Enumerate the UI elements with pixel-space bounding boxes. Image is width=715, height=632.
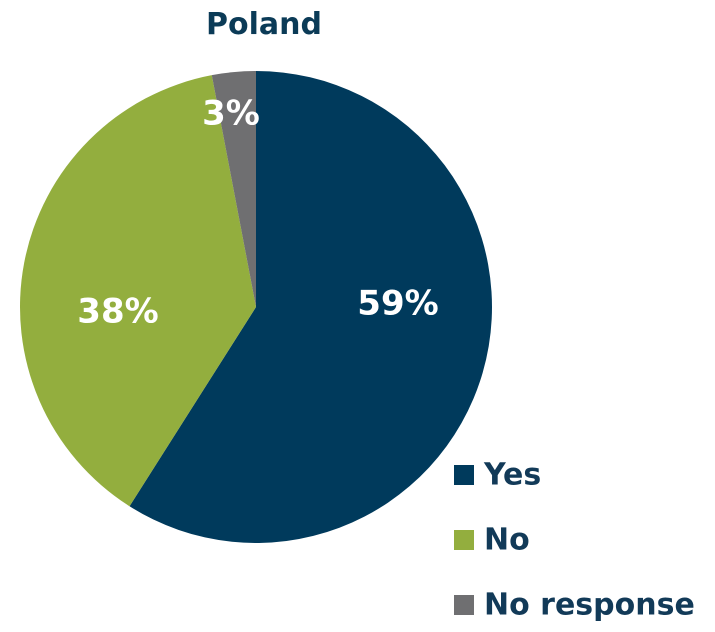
pie-slice-no [19, 75, 256, 507]
legend-swatch-no [454, 530, 474, 550]
pie-slice-no-response [211, 71, 256, 307]
slice-label-no: 38% [77, 292, 158, 332]
legend-label-yes: Yes [483, 458, 541, 493]
legend-label-no-response: No response [484, 588, 695, 623]
legend-swatch-no-response [454, 595, 474, 615]
pie-slices [19, 71, 492, 543]
slice-label-yes: 59% [357, 284, 438, 324]
legend-swatch-yes [454, 465, 474, 485]
chart-title: Poland [206, 7, 322, 42]
slice-label-no-response: 3% [202, 94, 260, 134]
legend: Yes No No response [454, 458, 695, 623]
legend-label-no: No [484, 523, 530, 558]
pie-slice-yes [129, 71, 492, 543]
slice-labels: 59% 38% 3% [77, 94, 438, 332]
